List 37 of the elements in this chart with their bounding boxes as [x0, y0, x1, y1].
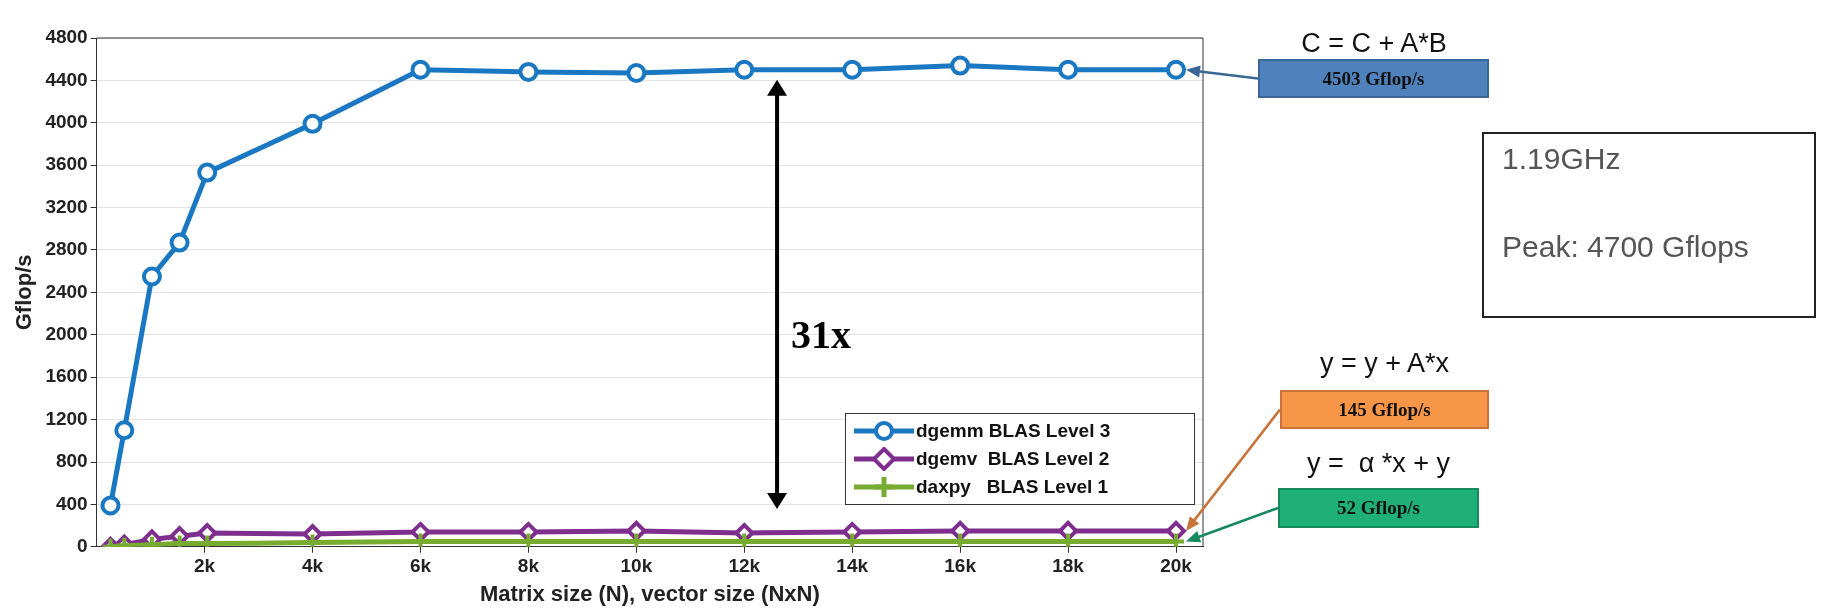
y-tick-label: 1200 [45, 407, 88, 429]
legend-label: dgemv BLAS Level 2 [916, 447, 1110, 470]
y-tick-label: 3600 [45, 153, 88, 175]
text: Peak: 4700 Gflops [1502, 230, 1749, 264]
annotation: 31x [791, 311, 852, 359]
x-tick-label: 20k [1160, 555, 1193, 577]
y-tick-label: 800 [55, 450, 88, 472]
y-tick-label: 400 [55, 492, 88, 514]
y-tick-label: 4400 [45, 68, 88, 90]
y-tick-label: 0 [77, 535, 88, 557]
text: 145 Gflop/s [1280, 390, 1489, 429]
y-tick-label: 3200 [45, 195, 88, 217]
legend-label: daxpy BLAS Level 1 [916, 475, 1109, 498]
y-tick-label: 2000 [45, 323, 88, 345]
legend-label: dgemm BLAS Level 3 [916, 419, 1111, 442]
x-tick-label: 4k [301, 555, 324, 577]
text: 52 Gflop/s [1278, 488, 1479, 528]
y-tick-label: 4800 [45, 26, 88, 48]
x-tick-label: 10k [620, 555, 653, 577]
x-axis-title: Matrix size (N), vector size (NxN) [479, 580, 820, 606]
y-tick-label: 2400 [45, 280, 88, 302]
y-tick-label: 1600 [45, 365, 88, 387]
x-tick-label: 2k [194, 555, 216, 577]
text: 4503 Gflop/s [1258, 59, 1489, 98]
x-tick-label: 18k [1052, 555, 1085, 577]
text: 1.19GHz [1502, 142, 1621, 176]
text: y = y + A*x [1318, 348, 1451, 379]
x-tick-label: 16k [944, 555, 977, 577]
x-tick-label: 6k [409, 555, 432, 577]
x-tick-label: 14k [836, 555, 869, 577]
text: y = α *x + y [1305, 448, 1452, 479]
x-tick-label: 12k [728, 555, 761, 577]
x-tick-label: 8k [517, 555, 540, 577]
y-tick-label: 2800 [45, 238, 88, 260]
y-axis-title: Gflop/s [11, 254, 37, 331]
y-tick-label: 4000 [45, 111, 88, 133]
text: C = C + A*B [1300, 28, 1448, 59]
